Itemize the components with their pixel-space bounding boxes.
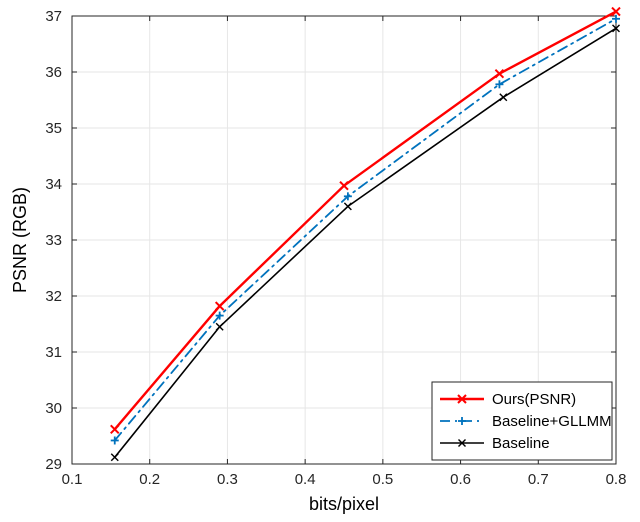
x-tick-label: 0.7: [528, 471, 549, 488]
y-tick-label: 31: [45, 344, 62, 361]
y-tick-label: 33: [45, 232, 62, 249]
legend-label: Baseline+GLLMM: [492, 413, 612, 430]
x-axis-label: bits/pixel: [309, 494, 379, 514]
y-tick-label: 35: [45, 120, 62, 137]
psnr-line-chart: 0.1 0.2 0.3 0.4 0.5 0.6 0.7 0.8 29 30 31 32 33 34 35 36…: [0, 0, 640, 522]
y-tick-label: 30: [45, 400, 62, 417]
legend-label: Baseline: [492, 435, 550, 452]
x-tick-label: 0.2: [139, 471, 160, 488]
x-tick-label: 0.5: [372, 471, 393, 488]
legend-label: Ours(PSNR): [492, 391, 576, 408]
series-baseline-gllmm: [111, 15, 620, 445]
y-tick-label: 37: [45, 8, 62, 25]
x-tick-label: 0.1: [62, 471, 83, 488]
legend: Ours(PSNR) Baseline+GLLMM Baseline: [432, 382, 612, 460]
x-tick-label: 0.6: [450, 471, 471, 488]
y-tick-label: 29: [45, 456, 62, 473]
y-tick-label: 32: [45, 288, 62, 305]
y-tick-label: 36: [45, 64, 62, 81]
x-tick-label: 0.4: [295, 471, 316, 488]
x-tick-label: 0.3: [217, 471, 238, 488]
y-axis-label: PSNR (RGB): [10, 187, 30, 293]
x-tick-label: 0.8: [606, 471, 627, 488]
series-ours-psnr-: [111, 8, 620, 434]
y-tick-label: 34: [45, 176, 62, 193]
chart-svg: 0.1 0.2 0.3 0.4 0.5 0.6 0.7 0.8 29 30 31 32 33 34 35 36…: [0, 0, 640, 522]
